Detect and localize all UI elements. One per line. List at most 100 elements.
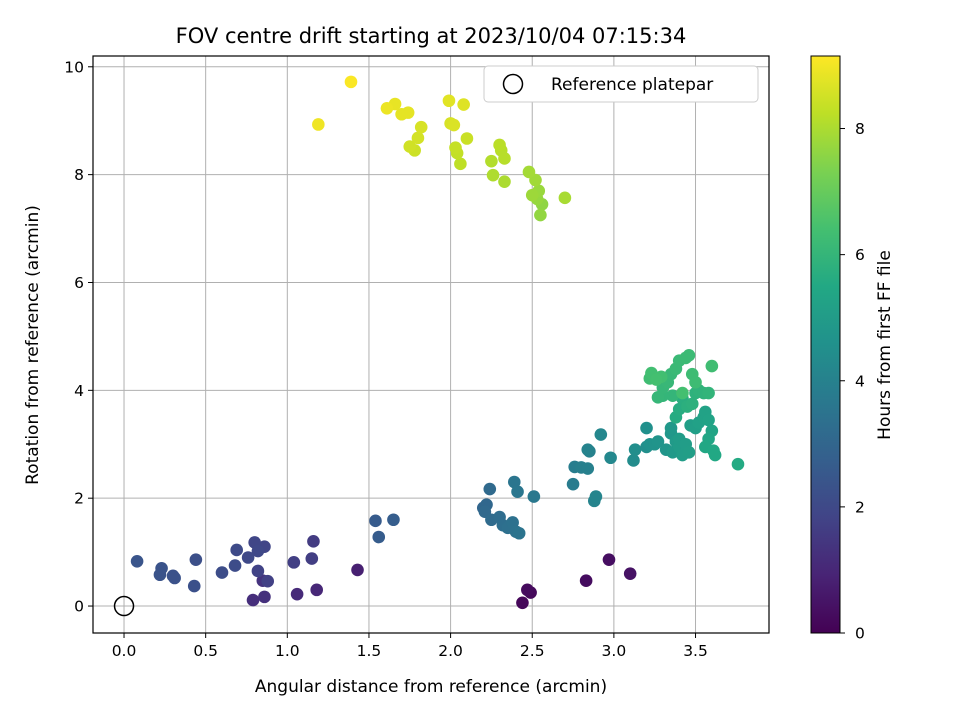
data-point-46 bbox=[511, 485, 524, 499]
data-point-67 bbox=[664, 421, 678, 435]
colorbar-tick-label-1: 2 bbox=[855, 498, 865, 516]
data-point-85 bbox=[708, 448, 722, 462]
y-tick-label-4: 8 bbox=[74, 166, 84, 184]
colorbar-tick-label-4: 8 bbox=[855, 120, 865, 138]
data-point-37 bbox=[483, 482, 497, 496]
legend-label-reference: Reference platepar bbox=[551, 75, 713, 95]
data-point-47 bbox=[527, 490, 541, 503]
y-tick-label-2: 4 bbox=[74, 382, 84, 400]
data-point-25 bbox=[187, 579, 201, 593]
colorbar-label: Hours from first FF file bbox=[875, 250, 895, 440]
data-point-29 bbox=[153, 568, 167, 582]
data-point-23 bbox=[215, 566, 229, 579]
colorbar: 0 2 4 6 8 Hours from first FF file bbox=[810, 55, 895, 643]
data-point-20 bbox=[241, 551, 255, 564]
data-point-64 bbox=[651, 435, 665, 448]
data-point-14 bbox=[287, 556, 301, 569]
data-point-124 bbox=[485, 154, 498, 168]
data-point-96 bbox=[666, 389, 679, 403]
data-point-44 bbox=[512, 526, 526, 540]
data-point-112 bbox=[650, 373, 663, 386]
data-points bbox=[130, 75, 745, 610]
data-point-0 bbox=[516, 596, 529, 610]
data-point-139 bbox=[442, 94, 456, 108]
data-point-56 bbox=[594, 428, 608, 441]
data-point-33 bbox=[387, 513, 400, 527]
y-tick-label-0: 0 bbox=[74, 598, 84, 616]
data-point-59 bbox=[628, 443, 642, 456]
data-point-19 bbox=[251, 544, 265, 558]
y-tick-label-3: 6 bbox=[74, 274, 84, 292]
data-point-22 bbox=[228, 559, 242, 572]
data-point-24 bbox=[189, 553, 203, 566]
reference-point bbox=[113, 595, 135, 617]
data-point-121 bbox=[558, 191, 572, 205]
data-point-6 bbox=[351, 563, 364, 577]
data-point-145 bbox=[344, 75, 358, 89]
data-point-86 bbox=[731, 457, 745, 471]
x-axis-label: Angular distance from reference (arcmin) bbox=[255, 677, 607, 697]
data-point-80 bbox=[702, 413, 715, 427]
data-point-55 bbox=[589, 490, 603, 503]
data-point-27 bbox=[166, 569, 180, 583]
data-point-45 bbox=[507, 475, 521, 489]
data-point-127 bbox=[493, 138, 506, 152]
data-point-91 bbox=[685, 397, 699, 411]
data-point-120 bbox=[522, 165, 536, 179]
y-axis-ticks: 0 2 4 6 8 10 bbox=[64, 58, 93, 616]
data-point-130 bbox=[449, 141, 462, 154]
x-tick-label-6: 3.0 bbox=[602, 642, 627, 660]
x-axis-ticks: 0.0 0.5 1.0 1.5 2.0 2.5 3.0 3.5 bbox=[112, 633, 708, 660]
data-point-134 bbox=[411, 131, 425, 145]
data-point-95 bbox=[702, 386, 715, 400]
data-point-2 bbox=[521, 583, 534, 597]
x-tick-label-1: 0.5 bbox=[193, 642, 218, 660]
data-point-98 bbox=[651, 391, 665, 404]
data-point-57 bbox=[604, 451, 617, 465]
data-point-107 bbox=[689, 375, 702, 389]
data-point-7 bbox=[310, 583, 324, 597]
data-point-74 bbox=[682, 446, 696, 459]
legend-box bbox=[483, 65, 759, 103]
legend: Reference platepar bbox=[483, 65, 759, 103]
data-point-128 bbox=[454, 157, 467, 171]
data-point-15 bbox=[261, 574, 275, 588]
colorbar-tick-label-2: 4 bbox=[855, 372, 865, 390]
data-point-30 bbox=[130, 554, 144, 568]
data-point-133 bbox=[403, 140, 417, 153]
data-point-8 bbox=[290, 587, 304, 601]
legend-marker-reference bbox=[502, 73, 524, 95]
x-tick-label-4: 2.0 bbox=[438, 642, 463, 660]
x-tick-label-2: 1.0 bbox=[275, 642, 300, 660]
data-point-138 bbox=[457, 98, 470, 111]
y-tick-label-5: 10 bbox=[64, 58, 84, 76]
data-point-61 bbox=[640, 421, 653, 435]
data-point-135 bbox=[414, 120, 428, 134]
x-tick-label-5: 2.5 bbox=[520, 642, 545, 660]
data-point-10 bbox=[258, 590, 271, 604]
x-tick-label-0: 0.0 bbox=[112, 642, 137, 660]
colorbar-tick-label-3: 6 bbox=[855, 246, 865, 264]
grid bbox=[93, 56, 769, 633]
x-tick-label-3: 1.5 bbox=[357, 642, 382, 660]
data-point-123 bbox=[486, 168, 500, 182]
y-axis-label: Rotation from reference (arcmin) bbox=[23, 205, 43, 485]
data-point-53 bbox=[581, 443, 595, 456]
data-point-122 bbox=[498, 175, 511, 188]
data-point-51 bbox=[581, 462, 595, 475]
data-point-12 bbox=[307, 535, 320, 548]
data-point-31 bbox=[369, 514, 382, 528]
x-tick-label-7: 3.5 bbox=[683, 642, 708, 660]
data-point-13 bbox=[305, 552, 319, 565]
data-point-143 bbox=[380, 102, 394, 115]
data-point-113 bbox=[676, 386, 689, 400]
data-point-16 bbox=[251, 564, 265, 578]
data-point-32 bbox=[372, 530, 386, 544]
data-point-5 bbox=[623, 567, 637, 580]
data-point-3 bbox=[579, 574, 593, 587]
reference-marker bbox=[113, 595, 135, 617]
data-point-118 bbox=[525, 188, 539, 202]
data-point-141 bbox=[401, 106, 415, 119]
plot-frame bbox=[92, 55, 770, 634]
